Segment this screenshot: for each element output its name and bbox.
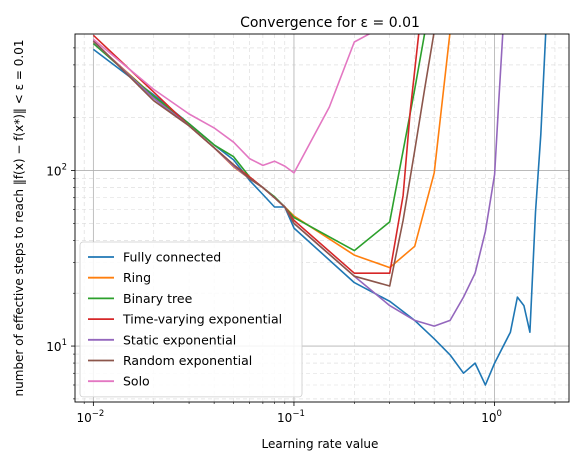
- legend: Fully connected Ring Binary tree Time-varyi…: [79, 241, 303, 398]
- series-line-fully-connected: [92, 34, 547, 386]
- legend-box: [79, 241, 303, 398]
- x-tick-label: 10−2: [76, 409, 104, 425]
- x-tick-label: 100: [481, 409, 502, 425]
- series-line-solo: [92, 34, 371, 174]
- plot-frame: [74, 33, 570, 403]
- chart-title: Convergence for ε = 0.01: [240, 15, 420, 31]
- x-axis-label: Learning rate value: [262, 437, 379, 451]
- series-line-binary-tree: [92, 34, 426, 252]
- series-lines: [92, 34, 547, 386]
- legend-entry-label: Random exponential: [123, 353, 252, 368]
- axis-ticks: 10−2 10−1 100 101 102: [46, 47, 556, 425]
- legend-entry-label: Time-varying exponential: [122, 312, 282, 327]
- legend-entry-label: Binary tree: [123, 291, 193, 306]
- legend-entry-label: Ring: [123, 270, 151, 285]
- legend-entry-label: Static exponential: [123, 332, 236, 347]
- y-tick-label: 102: [46, 163, 67, 179]
- legend-entry-label: Solo: [123, 374, 150, 389]
- series-line-random-exponential: [92, 34, 435, 287]
- y-tick-label: 101: [46, 338, 67, 354]
- x-tick-label: 10−1: [277, 409, 305, 425]
- y-axis-label: number of effective steps to reach ‖f(x)…: [12, 40, 26, 397]
- legend-entry-label: Fully connected: [123, 250, 221, 265]
